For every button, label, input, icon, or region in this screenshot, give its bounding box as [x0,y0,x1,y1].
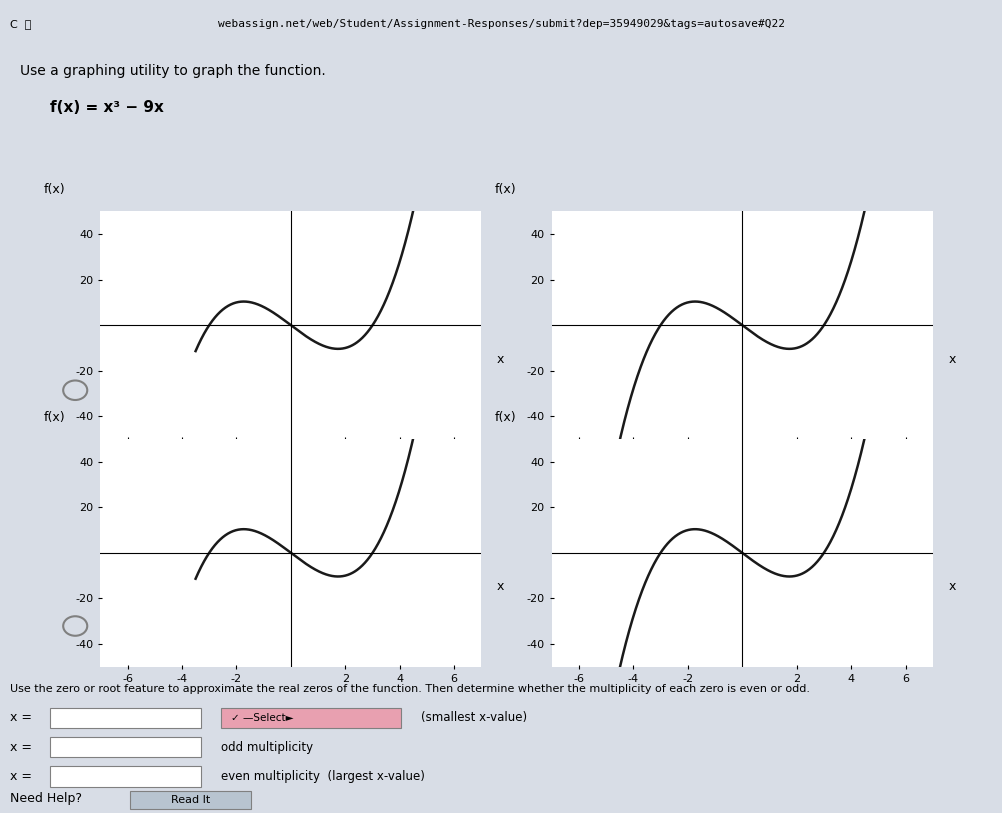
FancyBboxPatch shape [50,766,200,787]
Text: webassign.net/web/Student/Assignment-Responses/submit?dep=35949029&tags=autosave: webassign.net/web/Student/Assignment-Res… [217,20,785,29]
Text: (smallest x-value): (smallest x-value) [421,711,527,724]
Text: odd multiplicity: odd multiplicity [220,741,313,754]
Text: x =: x = [10,711,32,724]
Text: Need Help?: Need Help? [10,792,82,805]
X-axis label: x: x [496,353,504,366]
X-axis label: x: x [947,353,955,366]
FancyBboxPatch shape [50,737,200,758]
Text: f(x): f(x) [44,411,65,424]
Text: Use a graphing utility to graph the function.: Use a graphing utility to graph the func… [20,63,326,78]
Text: Use the zero or root feature to approximate the real zeros of the function. Then: Use the zero or root feature to approxim… [10,684,810,693]
X-axis label: x: x [947,580,955,593]
Text: even multiplicity  (largest x-value): even multiplicity (largest x-value) [220,770,424,783]
X-axis label: x: x [496,580,504,593]
Text: ✓ —Select►: ✓ —Select► [230,713,293,723]
Text: Read It: Read It [170,795,210,805]
Text: f(x): f(x) [44,183,65,196]
Text: x =: x = [10,741,32,754]
Text: f(x) = x³ − 9x: f(x) = x³ − 9x [50,100,164,115]
Text: C  🔒: C 🔒 [10,20,31,29]
Text: f(x): f(x) [495,411,516,424]
FancyBboxPatch shape [220,707,401,728]
Text: f(x): f(x) [495,183,516,196]
Text: x =: x = [10,770,32,783]
FancyBboxPatch shape [130,791,250,809]
FancyBboxPatch shape [50,707,200,728]
